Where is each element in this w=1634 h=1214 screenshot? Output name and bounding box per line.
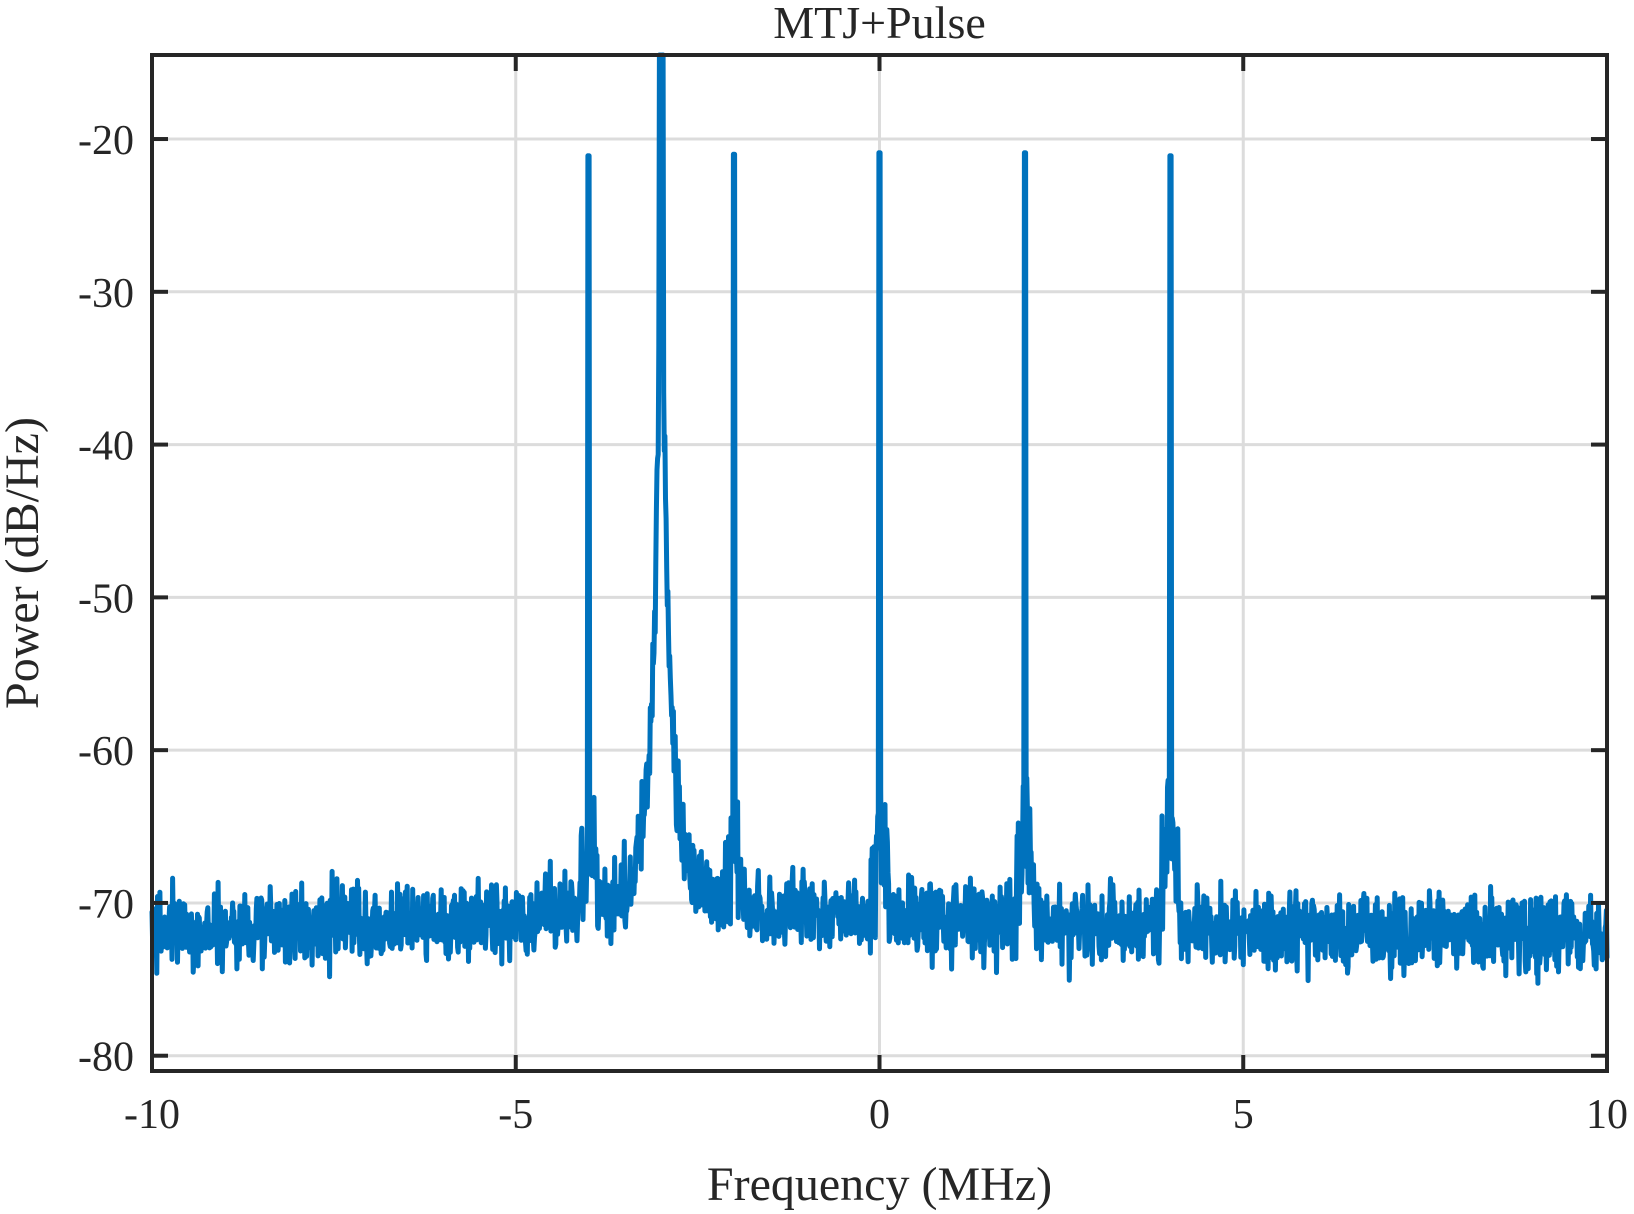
ticks: [150, 55, 1609, 1071]
x-tick-label: -10: [124, 1092, 180, 1138]
x-tick-label: 10: [1586, 1092, 1628, 1138]
y-tick-label: -40: [78, 424, 134, 470]
y-tick-label: -20: [78, 118, 134, 164]
x-tick-label: -5: [498, 1092, 533, 1138]
x-tick-label: 0: [869, 1092, 890, 1138]
chart-title: MTJ+Pulse: [773, 0, 986, 48]
y-axis-label: Power (dB/Hz): [0, 417, 49, 709]
y-tick-label: -50: [78, 576, 134, 622]
series-group: [149, 52, 1610, 986]
y-tick-label: -80: [78, 1035, 134, 1081]
tick-labels: -10 -5 0 5 10-80-70-60-50-40-30-20: [78, 118, 1628, 1138]
x-axis-label: Frequency (MHz): [707, 1158, 1052, 1211]
y-tick-label: -60: [78, 729, 134, 775]
x-tick-label: 5: [1233, 1092, 1254, 1138]
y-tick-label: -30: [78, 271, 134, 317]
y-tick-label: -70: [78, 882, 134, 928]
series-line-psd: [149, 52, 1610, 986]
